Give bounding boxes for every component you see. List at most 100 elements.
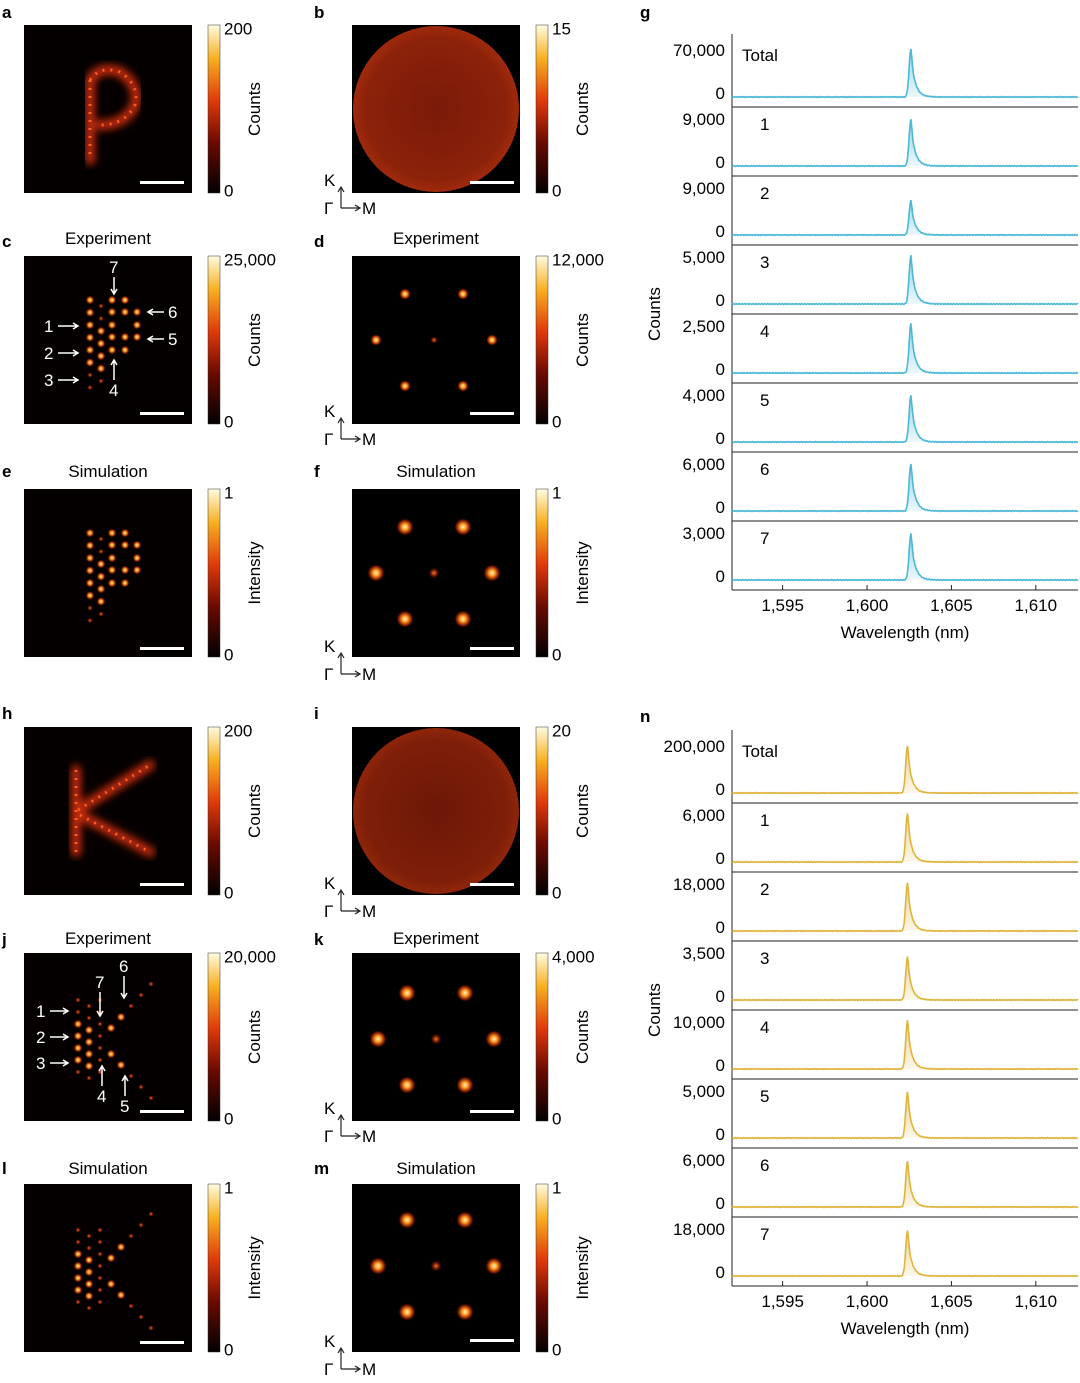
panel-letter-n: n [640, 707, 650, 726]
x-axis-title: Wavelength (nm) [841, 1319, 970, 1338]
emission-spot [96, 559, 106, 569]
k-axis-label: K [324, 171, 336, 190]
emission-spot [398, 1303, 416, 1321]
emission-spot [96, 572, 106, 581]
emission-spot [106, 1049, 116, 1059]
emission-spot [86, 1233, 92, 1239]
colorbar-gradient [207, 952, 221, 1122]
emission-spot [457, 288, 469, 300]
emission-spot [138, 992, 144, 998]
emission-spot [485, 1257, 503, 1275]
m-axis-label: M [362, 902, 376, 921]
emission-spot [120, 565, 130, 575]
up-arrow-icon [98, 1064, 106, 1086]
image-c [24, 256, 192, 424]
scale-bar [140, 883, 184, 886]
site-label-four: 4 [97, 1064, 106, 1106]
spectrum-row-Total: 70,000 0 Total [673, 41, 1079, 108]
emission-spot [396, 610, 414, 628]
right-arrow-icon [341, 204, 362, 212]
site-label-five: 5 [146, 330, 177, 349]
emission-spot [128, 1303, 134, 1309]
emission-spot [97, 1275, 103, 1281]
farfield-disk [353, 728, 519, 894]
emission-spot [369, 1030, 387, 1048]
site-number: 3 [44, 371, 53, 390]
site-number: 1 [36, 1002, 45, 1021]
y-max-label: 3,500 [682, 944, 725, 963]
emission-spot [96, 326, 106, 336]
series-label: 7 [760, 529, 769, 548]
colorbar-max-label: 4,000 [552, 947, 595, 966]
spectrum-fill [732, 119, 1078, 167]
x-tick-label: 1,605 [930, 1292, 973, 1311]
emission-spot [84, 1255, 94, 1265]
emission-spot [96, 597, 106, 606]
emission-spot [107, 578, 117, 588]
panel-i: i [314, 704, 520, 895]
panel-h: h [2, 704, 192, 895]
panel-letter-a: a [2, 3, 12, 22]
site-label-six: 6 [119, 957, 128, 1000]
emission-spot [106, 1253, 116, 1263]
colorbar-title: Counts [245, 1010, 264, 1064]
site-label-three: 3 [36, 1054, 70, 1073]
emission-spot [86, 1305, 92, 1311]
emission-spot [86, 1015, 92, 1021]
emission-spot [128, 1003, 134, 1009]
panel-letter-b: b [314, 3, 324, 22]
emission-spot [107, 295, 117, 305]
up-arrow-icon [110, 358, 118, 380]
spectrum-line [731, 813, 1079, 864]
emission-spot [120, 332, 130, 342]
kspace-axes: KΓ M [324, 171, 376, 218]
emission-spot [73, 1055, 83, 1065]
colorbar-max-label: 12,000 [552, 250, 604, 269]
m-axis-label: M [362, 199, 376, 218]
site-label-seven: 7 [109, 258, 118, 296]
spectrum-row-4: 10,000 0 4 [673, 1013, 1079, 1080]
y-axis-title: Counts [645, 983, 664, 1037]
panel-title-c: Experiment [65, 229, 151, 248]
emission-spot [98, 378, 104, 384]
series-label: 2 [760, 184, 769, 203]
emission-spot [370, 334, 382, 346]
emission-spot [107, 345, 117, 355]
panel-title-j: Experiment [65, 929, 151, 948]
up-arrow-icon [337, 888, 345, 911]
panel-letter-l: l [2, 1159, 7, 1178]
down-arrow-icon [96, 992, 104, 1018]
site-number: 4 [97, 1087, 106, 1106]
colorbar-gradient [535, 24, 549, 194]
right-arrow-icon [58, 322, 80, 330]
y-max-label: 18,000 [673, 875, 725, 894]
colorbar-min-label: 0 [224, 181, 233, 200]
emission-spot [98, 536, 104, 542]
colorbar-min-label: 0 [552, 412, 561, 431]
emission-spot [87, 372, 93, 378]
colorbar-a: 200 0 Counts [207, 19, 264, 200]
emission-spot [85, 345, 95, 355]
emission-spot [399, 288, 411, 300]
y-max-label: 9,000 [682, 179, 725, 198]
panel-letter-e: e [2, 462, 11, 481]
spectrum-line [731, 745, 1079, 795]
spectrum-row-2: 18,000 0 2 [673, 875, 1078, 942]
y-max-label: 6,000 [682, 806, 725, 825]
panel-title-f: Simulation [396, 462, 475, 481]
spectrum-line [731, 956, 1079, 1002]
emission-spot [97, 1299, 103, 1305]
panel-d: d Experiment [314, 229, 520, 424]
panel-a: a [2, 3, 192, 193]
spectrum-fill [732, 533, 1078, 581]
emission-spot [97, 1021, 103, 1027]
spectrum-line [731, 1020, 1079, 1071]
colorbar-gradient [207, 1183, 221, 1353]
emission-spot [116, 1012, 126, 1022]
emission-spot [138, 1314, 144, 1320]
right-arrow-icon [50, 1007, 70, 1015]
right-arrow-icon [50, 1033, 70, 1041]
spectrum-line [731, 255, 1079, 306]
colorbar-title: Counts [245, 313, 264, 367]
colorbar-title: Counts [573, 313, 592, 367]
